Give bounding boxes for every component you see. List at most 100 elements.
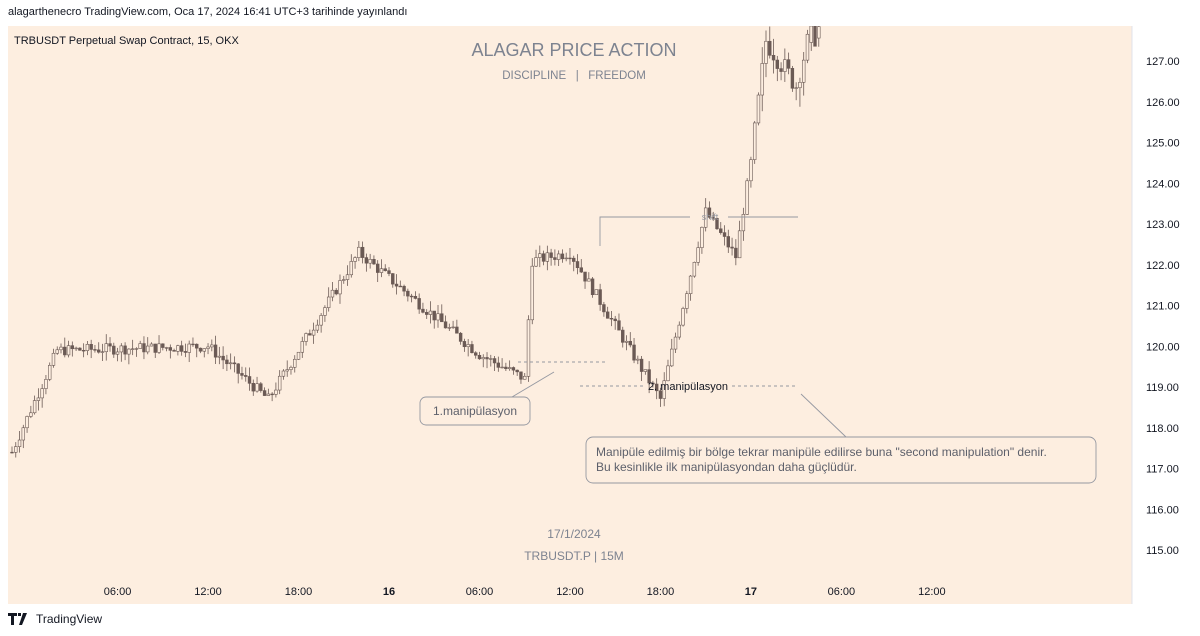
- candle-body: [142, 343, 146, 353]
- candle-body: [217, 355, 222, 358]
- explanation-box: [585, 436, 1097, 484]
- candle-body: [553, 257, 557, 260]
- price-axis[interactable]: 115.00 116.00 117.00 118.00 119.00 120.00 121.…: [1146, 56, 1180, 557]
- candle-body: [296, 351, 301, 360]
- tradingview-logo-icon[interactable]: [8, 613, 30, 625]
- candle-body: [703, 207, 708, 228]
- candle-body: [805, 33, 810, 61]
- manipulation-2-annotation[interactable]: 2. manipülasyon: [580, 381, 798, 393]
- candle-body: [391, 273, 395, 285]
- candle-body: [29, 412, 33, 417]
- candle-body: [572, 257, 576, 262]
- candle-body: [786, 59, 791, 69]
- candle-body: [726, 236, 731, 248]
- candle-body: [112, 345, 116, 355]
- candle-body: [172, 350, 176, 352]
- candle-body: [36, 397, 41, 401]
- candle-body: [240, 373, 244, 376]
- candle-body: [734, 247, 738, 259]
- candle-body: [794, 87, 798, 89]
- candle-body: [55, 349, 59, 354]
- candle-body: [636, 358, 640, 361]
- plot-background: [8, 26, 1132, 604]
- candle-body: [134, 348, 139, 350]
- candle-body: [130, 348, 135, 350]
- candle-body: [311, 329, 316, 336]
- candle-body: [685, 293, 689, 309]
- manipulation-1-annotation[interactable]: 1.manipülasyon: [419, 361, 608, 426]
- candle-body: [372, 259, 376, 265]
- candle-body: [179, 345, 184, 352]
- watermark-subtitle: DISCIPLINE | FREEDOM: [502, 70, 646, 82]
- candle-body: [221, 355, 225, 361]
- price-tick-label: 126.00: [1146, 97, 1180, 109]
- explanation-note[interactable]: Manipüle edilmiş bir bölge tekrar manipü…: [585, 393, 1097, 484]
- candle-body: [462, 341, 467, 348]
- candle-body: [549, 252, 553, 258]
- candle-body: [722, 232, 727, 237]
- candle-body: [206, 346, 210, 349]
- candle-body: [406, 290, 410, 297]
- candle-body: [187, 343, 191, 353]
- candle-body: [745, 180, 749, 215]
- candle-body: [466, 344, 470, 348]
- candle-body: [285, 369, 289, 372]
- time-tick-label: 06:00: [466, 586, 494, 598]
- footer-brand[interactable]: TradingView: [36, 612, 103, 626]
- candle-body: [161, 343, 165, 348]
- candle-body: [59, 346, 63, 351]
- candle-body: [210, 344, 214, 348]
- candle-body: [609, 317, 614, 320]
- candle-body: [568, 257, 572, 260]
- shift-annotation[interactable]: shift: [599, 212, 798, 246]
- price-tick-label: 117.00: [1146, 464, 1179, 476]
- candle-body: [564, 257, 568, 260]
- candle-body: [25, 416, 29, 429]
- candle-body: [632, 344, 636, 361]
- candle-body: [541, 253, 546, 262]
- candle-body: [277, 375, 282, 391]
- time-axis[interactable]: 06:00 12:00 18:00 16 06:00 12:00 18:00 17 06:00 1…: [104, 586, 946, 598]
- candle-body: [756, 94, 761, 124]
- candle-body: [707, 207, 712, 218]
- candle-body: [417, 298, 421, 310]
- price-tick-label: 115.00: [1146, 545, 1179, 557]
- candle-body: [658, 390, 663, 399]
- manipulation-1-label: 1.manipülasyon: [433, 404, 517, 418]
- candle-body: [424, 312, 429, 315]
- candle-body: [402, 285, 406, 292]
- candle-body: [375, 263, 380, 273]
- candle-body: [421, 308, 425, 313]
- time-tick-label: 17: [745, 586, 757, 598]
- symbol-line: TRBUSDT Perpetual Swap Contract, 15, OKX: [14, 35, 239, 47]
- candle-body: [51, 352, 56, 366]
- time-tick-label: 12:00: [556, 586, 584, 598]
- candle-body: [100, 351, 105, 353]
- candle-body: [440, 313, 444, 323]
- candle-body: [779, 68, 783, 72]
- explanation-line-1: Manipüle edilmiş bir bölge tekrar manipü…: [596, 445, 1047, 459]
- candle-body: [323, 307, 327, 316]
- candle-body: [244, 375, 248, 377]
- candle-body: [817, 26, 821, 39]
- candle-body: [270, 393, 274, 396]
- candle-body: [228, 362, 233, 365]
- candle-body: [274, 389, 278, 395]
- candle-body: [413, 296, 418, 299]
- candle-body: [334, 289, 338, 295]
- candle-body: [700, 226, 704, 248]
- candle-body: [357, 246, 361, 258]
- candle-body: [519, 371, 523, 380]
- candle-body: [447, 327, 452, 329]
- candlestick-chart[interactable]: TRBUSDT Perpetual Swap Contract, 15, OKX…: [8, 26, 1192, 604]
- candle-body: [308, 333, 312, 336]
- chart-frame[interactable]: TRBUSDT Perpetual Swap Contract, 15, OKX…: [8, 26, 1192, 604]
- candle-body: [63, 346, 67, 356]
- candle-body: [383, 268, 387, 271]
- candle-body: [289, 366, 293, 370]
- candle-body: [17, 439, 22, 447]
- candle-body: [353, 257, 357, 262]
- candle-body: [594, 289, 599, 295]
- candle-body: [326, 296, 331, 308]
- candle-body: [330, 289, 335, 298]
